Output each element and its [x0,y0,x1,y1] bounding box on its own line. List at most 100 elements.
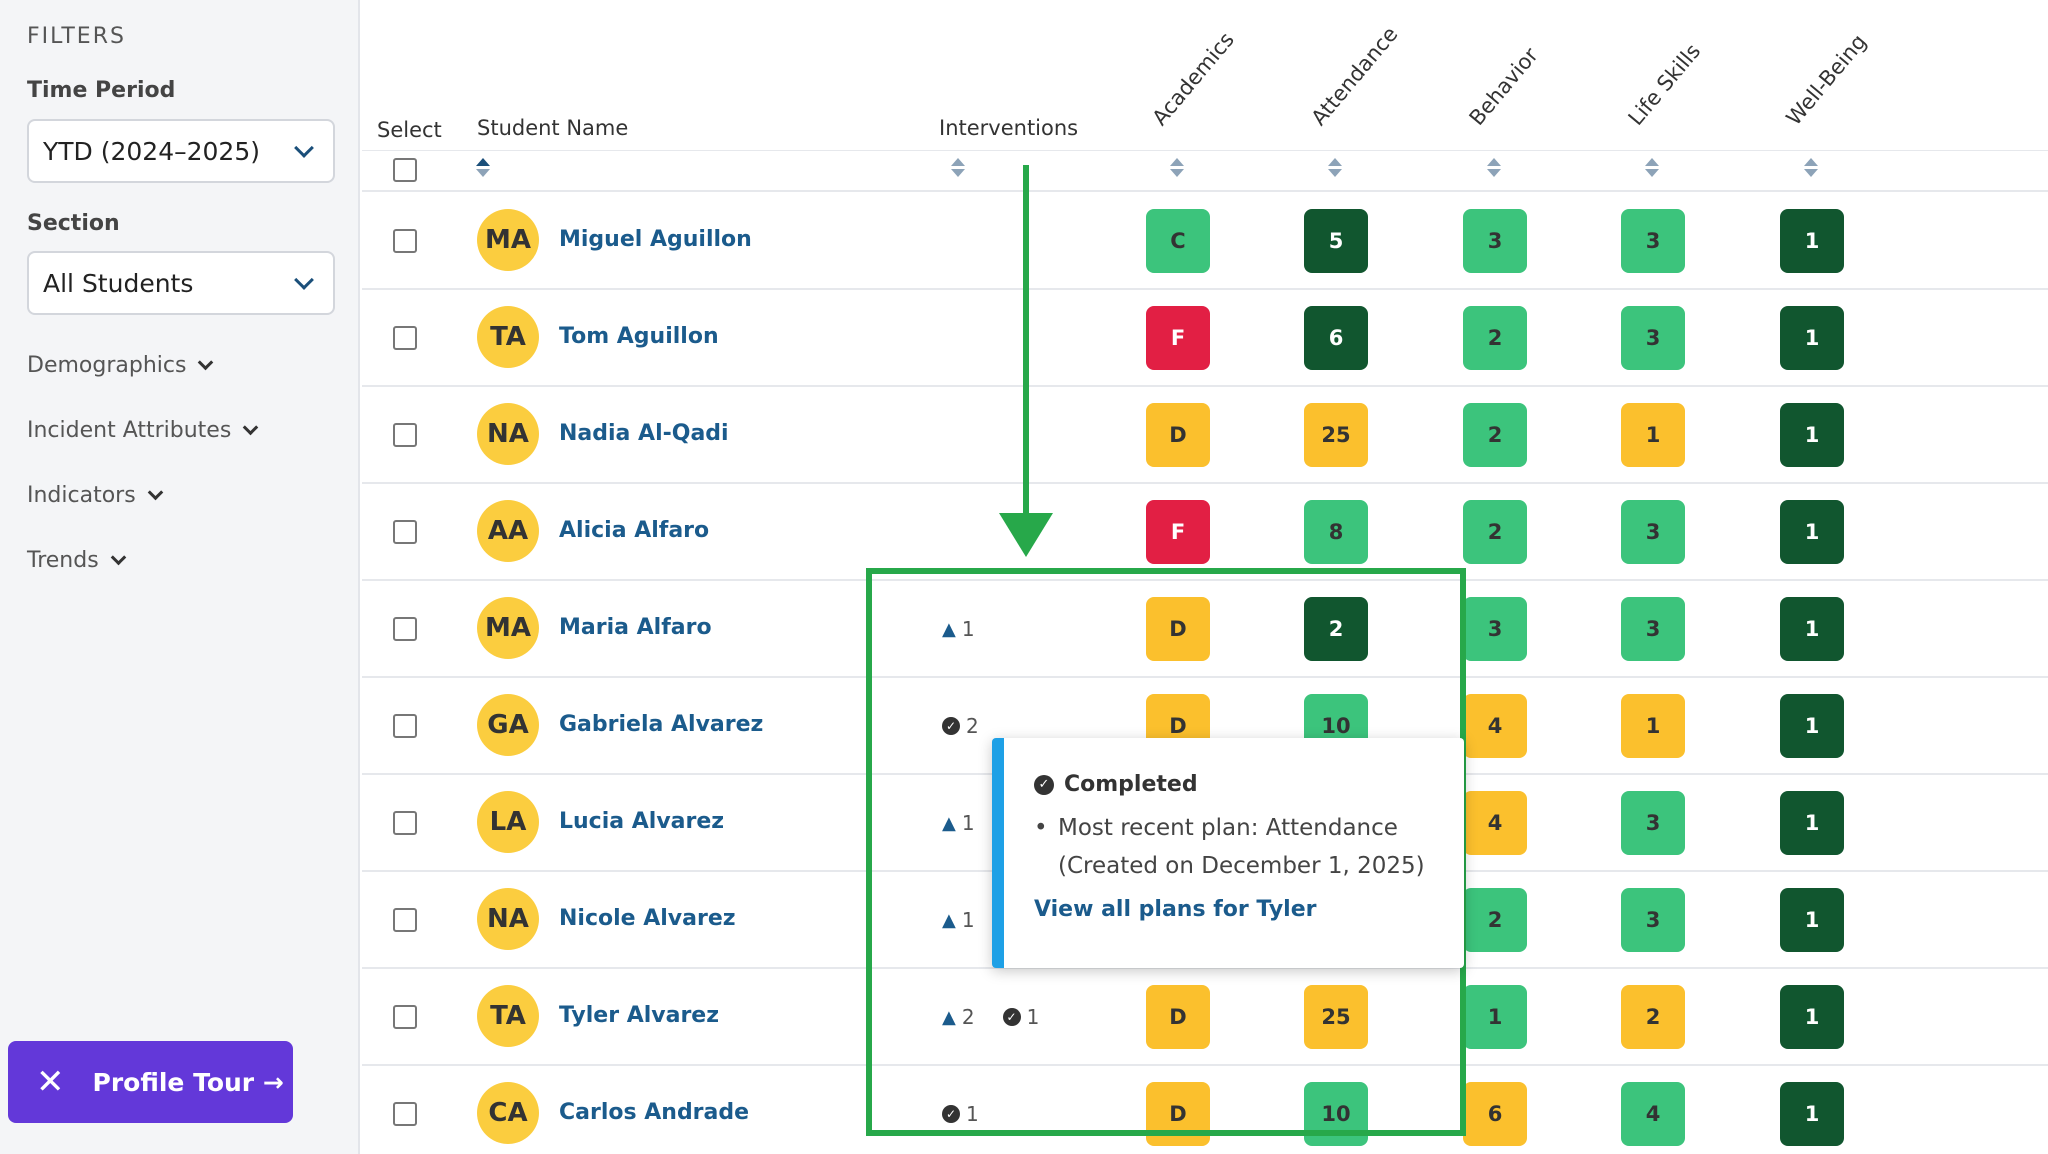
row-checkbox[interactable] [393,229,417,253]
table-row[interactable]: NA Nicole Alvarez ▲ 1 2 3 1 [362,872,2048,969]
row-checkbox[interactable] [393,520,417,544]
student-name-link[interactable]: Lucia Alvarez [559,809,725,834]
student-name-link[interactable]: Tyler Alvarez [559,1003,720,1028]
sort-icon[interactable] [1803,158,1819,178]
behavior-indicator[interactable]: 4 [1463,694,1527,758]
student-name-header[interactable]: Student Name [477,116,629,140]
well-being-indicator[interactable]: 1 [1780,597,1844,661]
life-skills-indicator[interactable]: 3 [1621,597,1685,661]
life-skills-indicator[interactable]: 3 [1621,209,1685,273]
student-name-link[interactable]: Nicole Alvarez [559,906,736,931]
well-being-indicator[interactable]: 1 [1780,791,1844,855]
behavior-indicator[interactable]: 6 [1463,1082,1527,1146]
close-icon[interactable]: ✕ [36,1062,65,1102]
life-skills-indicator[interactable]: 3 [1621,791,1685,855]
well-being-indicator[interactable]: 1 [1780,888,1844,952]
behavior-indicator[interactable]: 3 [1463,597,1527,661]
well-being-indicator[interactable]: 1 [1780,694,1844,758]
academics-indicator[interactable]: D [1146,403,1210,467]
well-being-indicator[interactable]: 1 [1780,1082,1844,1146]
row-checkbox[interactable] [393,1005,417,1029]
attendance-header[interactable]: Attendance [1306,22,1403,130]
academics-indicator[interactable]: F [1146,500,1210,564]
behavior-indicator[interactable]: 2 [1463,888,1527,952]
student-name-link[interactable]: Alicia Alfaro [559,518,710,543]
interventions-cell[interactable]: ✓ 2 [942,714,979,738]
student-name-link[interactable]: Gabriela Alvarez [559,712,764,737]
row-checkbox[interactable] [393,326,417,350]
academics-indicator[interactable]: D [1146,597,1210,661]
sort-icon[interactable] [1169,158,1185,178]
student-name-link[interactable]: Miguel Aguillon [559,227,752,252]
behavior-indicator[interactable]: 1 [1463,985,1527,1049]
row-checkbox[interactable] [393,1102,417,1126]
academics-indicator[interactable]: C [1146,209,1210,273]
table-row[interactable]: CA Carlos Andrade ✓ 1 D 10 6 4 1 [362,1066,2048,1154]
table-row[interactable]: MA Miguel Aguillon C 5 3 3 1 [362,193,2048,290]
view-plans-link[interactable]: View all plans for Tyler [1034,897,1317,922]
life-skills-indicator[interactable]: 3 [1621,500,1685,564]
time-period-select[interactable]: YTD (2024–2025) [27,119,335,183]
well-being-indicator[interactable]: 1 [1780,306,1844,370]
life-skills-indicator[interactable]: 3 [1621,306,1685,370]
table-row[interactable]: TA Tyler Alvarez ▲ 2 ✓ 1 D 25 1 2 1 [362,969,2048,1066]
life-skills-indicator[interactable]: 4 [1621,1082,1685,1146]
select-all-checkbox[interactable] [393,158,417,182]
interventions-cell[interactable]: ▲ 1 [942,908,975,932]
demographics-expander[interactable]: Demographics [27,353,214,378]
well-being-indicator[interactable]: 1 [1780,209,1844,273]
academics-indicator[interactable]: D [1146,985,1210,1049]
behavior-indicator[interactable]: 2 [1463,403,1527,467]
academics-indicator[interactable]: F [1146,306,1210,370]
table-row[interactable]: TA Tom Aguillon F 6 2 3 1 [362,290,2048,387]
life-skills-indicator[interactable]: 1 [1621,403,1685,467]
student-name-link[interactable]: Maria Alfaro [559,615,712,640]
table-row[interactable]: LA Lucia Alvarez ▲ 1 4 3 1 [362,775,2048,872]
life-skills-indicator[interactable]: 2 [1621,985,1685,1049]
indicators-expander[interactable]: Indicators [27,483,163,508]
table-row[interactable]: MA Maria Alfaro ▲ 1 D 2 3 3 1 [362,581,2048,678]
behavior-indicator[interactable]: 2 [1463,500,1527,564]
life-skills-indicator[interactable]: 3 [1621,888,1685,952]
behavior-indicator[interactable]: 2 [1463,306,1527,370]
table-row[interactable]: AA Alicia Alfaro F 8 2 3 1 [362,484,2048,581]
row-checkbox[interactable] [393,423,417,447]
interventions-cell[interactable]: ▲ 2 ✓ 1 [942,1005,1039,1029]
student-name-link[interactable]: Carlos Andrade [559,1100,750,1125]
interventions-cell[interactable]: ▲ 1 [942,811,975,835]
well-being-indicator[interactable]: 1 [1780,403,1844,467]
row-checkbox[interactable] [393,908,417,932]
academics-header[interactable]: Academics [1147,27,1239,130]
sort-icon[interactable] [1486,158,1502,178]
behavior-indicator[interactable]: 3 [1463,209,1527,273]
row-checkbox[interactable] [393,617,417,641]
attendance-indicator[interactable]: 2 [1304,597,1368,661]
row-checkbox[interactable] [393,714,417,738]
attendance-indicator[interactable]: 25 [1304,403,1368,467]
trends-expander[interactable]: Trends [27,548,126,573]
life-skills-indicator[interactable]: 1 [1621,694,1685,758]
table-row[interactable]: NA Nadia Al-Qadi D 25 2 1 1 [362,387,2048,484]
well-being-header[interactable]: Well-Being [1781,29,1872,130]
interventions-cell[interactable]: ✓ 1 [942,1102,979,1126]
incident-attributes-expander[interactable]: Incident Attributes [27,418,259,443]
student-name-link[interactable]: Tom Aguillon [559,324,719,349]
attendance-indicator[interactable]: 25 [1304,985,1368,1049]
sort-icon[interactable] [1644,158,1660,178]
behavior-indicator[interactable]: 4 [1463,791,1527,855]
row-checkbox[interactable] [393,811,417,835]
sort-icon[interactable] [475,158,491,178]
attendance-indicator[interactable]: 5 [1304,209,1368,273]
profile-tour-button[interactable]: ✕ Profile Tour → [8,1041,293,1123]
interventions-header[interactable]: Interventions [939,116,1079,140]
sort-icon[interactable] [1327,158,1343,178]
interventions-cell[interactable]: ▲ 1 [942,617,975,641]
behavior-header[interactable]: Behavior [1464,43,1543,131]
student-name-link[interactable]: Nadia Al-Qadi [559,421,729,446]
well-being-indicator[interactable]: 1 [1780,985,1844,1049]
section-select[interactable]: All Students [27,251,335,315]
life-skills-header[interactable]: Life Skills [1623,39,1706,130]
attendance-indicator[interactable]: 6 [1304,306,1368,370]
sort-icon[interactable] [950,158,966,178]
attendance-indicator[interactable]: 8 [1304,500,1368,564]
